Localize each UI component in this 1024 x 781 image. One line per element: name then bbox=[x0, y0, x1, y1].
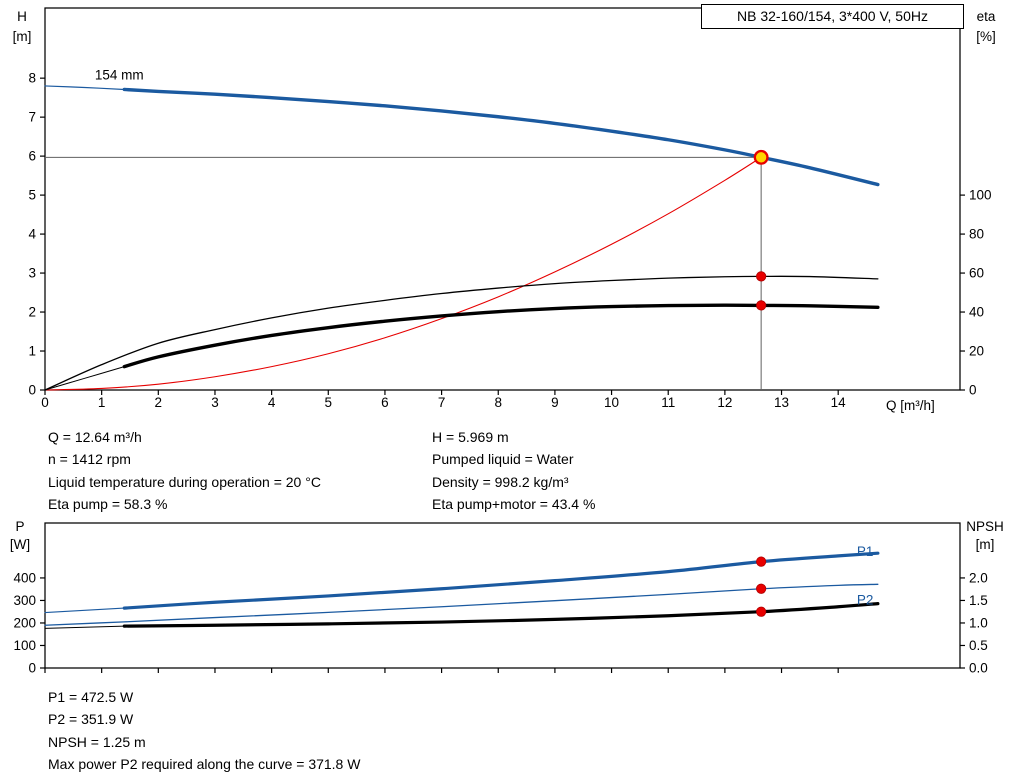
y-right-axis-label: eta bbox=[977, 9, 996, 24]
result-line-head: H = 5.969 m bbox=[432, 429, 509, 445]
power-npsh-chart: 0 100 200 300 400 0.0 0.5 1.0 1.5 2.0 P [W] NPSH [m] P… bbox=[10, 519, 1004, 676]
y-left-tick-label: 5 bbox=[28, 188, 36, 203]
x-tick-label: 3 bbox=[211, 395, 219, 410]
y-left-tick-label: 100 bbox=[13, 638, 36, 653]
x-tick-label: 13 bbox=[774, 395, 789, 410]
y-right-tick-label: 100 bbox=[969, 188, 992, 203]
curve-label-p1: P1 bbox=[857, 544, 874, 559]
result-line-eta-pump: Eta pump = 58.3 % bbox=[48, 496, 168, 513]
y-right-tick-label: 20 bbox=[969, 344, 984, 359]
y-left-tick-label: 2 bbox=[28, 305, 36, 320]
y-right-axis-label: [m] bbox=[976, 537, 995, 552]
npsh-point bbox=[756, 606, 767, 617]
npsh-curve-extrapolated bbox=[44, 625, 125, 629]
result-line-speed: n = 1412 rpm bbox=[48, 451, 131, 468]
y-left-tick-label: 1 bbox=[28, 344, 36, 359]
x-tick-label: 5 bbox=[325, 395, 333, 410]
power-results-column: P1 = 472.5 W P2 = 351.9 W NPSH = 1.25 m … bbox=[48, 686, 360, 776]
x-tick-label: 9 bbox=[551, 395, 559, 410]
y-right-tick-label: 0.5 bbox=[969, 638, 988, 653]
x-tick-label: 12 bbox=[717, 395, 732, 410]
pump-title-box: NB 32-160/154, 3*400 V, 50Hz bbox=[701, 4, 964, 29]
y-left-axis-label: P bbox=[15, 519, 24, 534]
power-chart-frame bbox=[44, 522, 961, 669]
x-tick-label: 10 bbox=[604, 395, 619, 410]
p1-point bbox=[756, 556, 767, 567]
x-tick-label: 2 bbox=[155, 395, 163, 410]
y-right-tick-label: 0.0 bbox=[969, 661, 988, 676]
result-line-liquid-temperature: Liquid temperature during operation = 20… bbox=[48, 473, 321, 490]
result-line-eta-pump-motor: Eta pump+motor = 43.4 % bbox=[432, 496, 596, 513]
x-tick-label: 0 bbox=[41, 395, 49, 410]
head-chart-frame bbox=[44, 7, 961, 391]
p1-curve bbox=[122, 551, 880, 610]
y-right-tick-label: 2.0 bbox=[969, 570, 988, 585]
y-right-tick-label: 60 bbox=[969, 266, 984, 281]
system-curve bbox=[44, 156, 762, 391]
y-right-axis-label: NPSH bbox=[966, 519, 1004, 534]
y-left-axis-label: [m] bbox=[13, 29, 32, 44]
y-left-tick-label: 4 bbox=[28, 227, 36, 242]
result-line-npsh: NPSH = 1.25 m bbox=[48, 733, 146, 750]
x-tick-label: 8 bbox=[494, 395, 502, 410]
y-left-tick-label: 0 bbox=[28, 383, 36, 398]
y-left-tick-label: 300 bbox=[13, 593, 36, 608]
p1-curve-extrapolated bbox=[44, 607, 125, 614]
y-left-tick-label: 6 bbox=[28, 149, 36, 164]
x-tick-label: 11 bbox=[661, 395, 675, 410]
curve-label-p2: P2 bbox=[857, 592, 874, 607]
y-right-tick-label: 1.5 bbox=[969, 593, 988, 608]
y-left-axis-label: H bbox=[17, 9, 27, 24]
duty-results-left-column: Q = 12.64 m³/h n = 1412 rpm Liquid tempe… bbox=[48, 426, 321, 516]
eta-pump-motor-curve bbox=[122, 303, 880, 369]
y-left-axis-label: [W] bbox=[10, 537, 30, 552]
eta-pump-point bbox=[756, 271, 767, 282]
y-left-tick-label: 8 bbox=[28, 71, 36, 86]
y-left-tick-label: 7 bbox=[28, 110, 36, 125]
eta-pump-motor-point bbox=[756, 300, 767, 311]
x-tick-label: 1 bbox=[98, 395, 106, 410]
p2-point bbox=[756, 583, 767, 594]
p2-curve bbox=[44, 583, 879, 626]
head-curve bbox=[122, 87, 880, 187]
curve-label-154-mm: 154 mm bbox=[95, 67, 144, 82]
y-right-tick-label: 80 bbox=[969, 227, 984, 242]
eta-pump-curve bbox=[44, 275, 879, 391]
x-axis-label: Q [m³/h] bbox=[886, 398, 935, 413]
x-tick-label: 7 bbox=[438, 395, 446, 410]
y-right-axis-label: [%] bbox=[976, 29, 996, 44]
y-right-tick-label: 0 bbox=[969, 383, 977, 398]
y-left-tick-label: 0 bbox=[28, 661, 36, 676]
y-left-tick-label: 200 bbox=[13, 615, 36, 630]
x-tick-label: 14 bbox=[831, 395, 847, 410]
result-line-density: Density = 998.2 kg/m³ bbox=[432, 473, 569, 490]
head-curve-extrapolated bbox=[44, 85, 125, 91]
result-line-p1: P1 = 472.5 W bbox=[48, 689, 134, 705]
duty-results-right-column: H = 5.969 m Pumped liquid = Water Densit… bbox=[432, 426, 595, 516]
result-line-pumped-liquid: Pumped liquid = Water bbox=[432, 451, 574, 468]
npsh-curve bbox=[122, 602, 880, 628]
y-right-tick-label: 1.0 bbox=[969, 615, 988, 630]
x-tick-label: 4 bbox=[268, 395, 276, 410]
result-line-q: Q = 12.64 m³/h bbox=[48, 429, 142, 445]
result-line-p2: P2 = 351.9 W bbox=[48, 711, 134, 728]
y-left-tick-label: 3 bbox=[28, 266, 36, 281]
result-line-max-power: Max power P2 required along the curve = … bbox=[48, 756, 361, 773]
eta-pump-motor-extrapolated bbox=[44, 366, 125, 391]
x-tick-label: 6 bbox=[381, 395, 389, 410]
y-left-tick-label: 400 bbox=[13, 570, 36, 585]
y-right-tick-label: 40 bbox=[969, 305, 984, 320]
duty-point[interactable] bbox=[753, 149, 769, 165]
